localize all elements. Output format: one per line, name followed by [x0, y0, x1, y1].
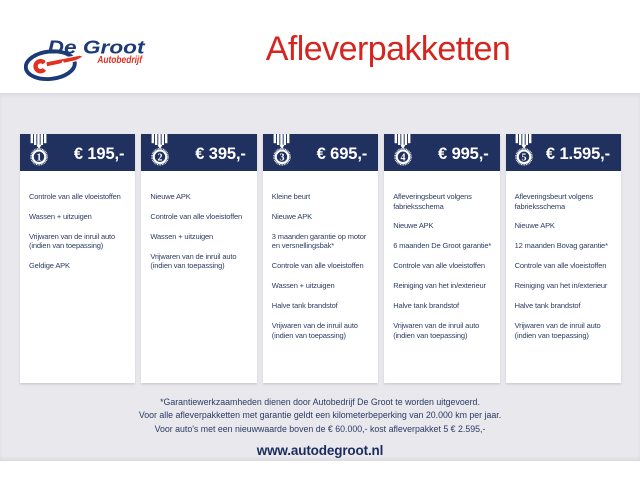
svg-text:5: 5 — [522, 152, 527, 163]
svg-text:3: 3 — [279, 152, 284, 163]
svg-text:1: 1 — [36, 152, 41, 163]
svg-text:4: 4 — [400, 152, 405, 163]
svg-text:De Groot: De Groot — [48, 37, 146, 58]
svg-text:2: 2 — [158, 152, 163, 163]
svg-text:Autobedrijf: Autobedrijf — [96, 54, 142, 65]
